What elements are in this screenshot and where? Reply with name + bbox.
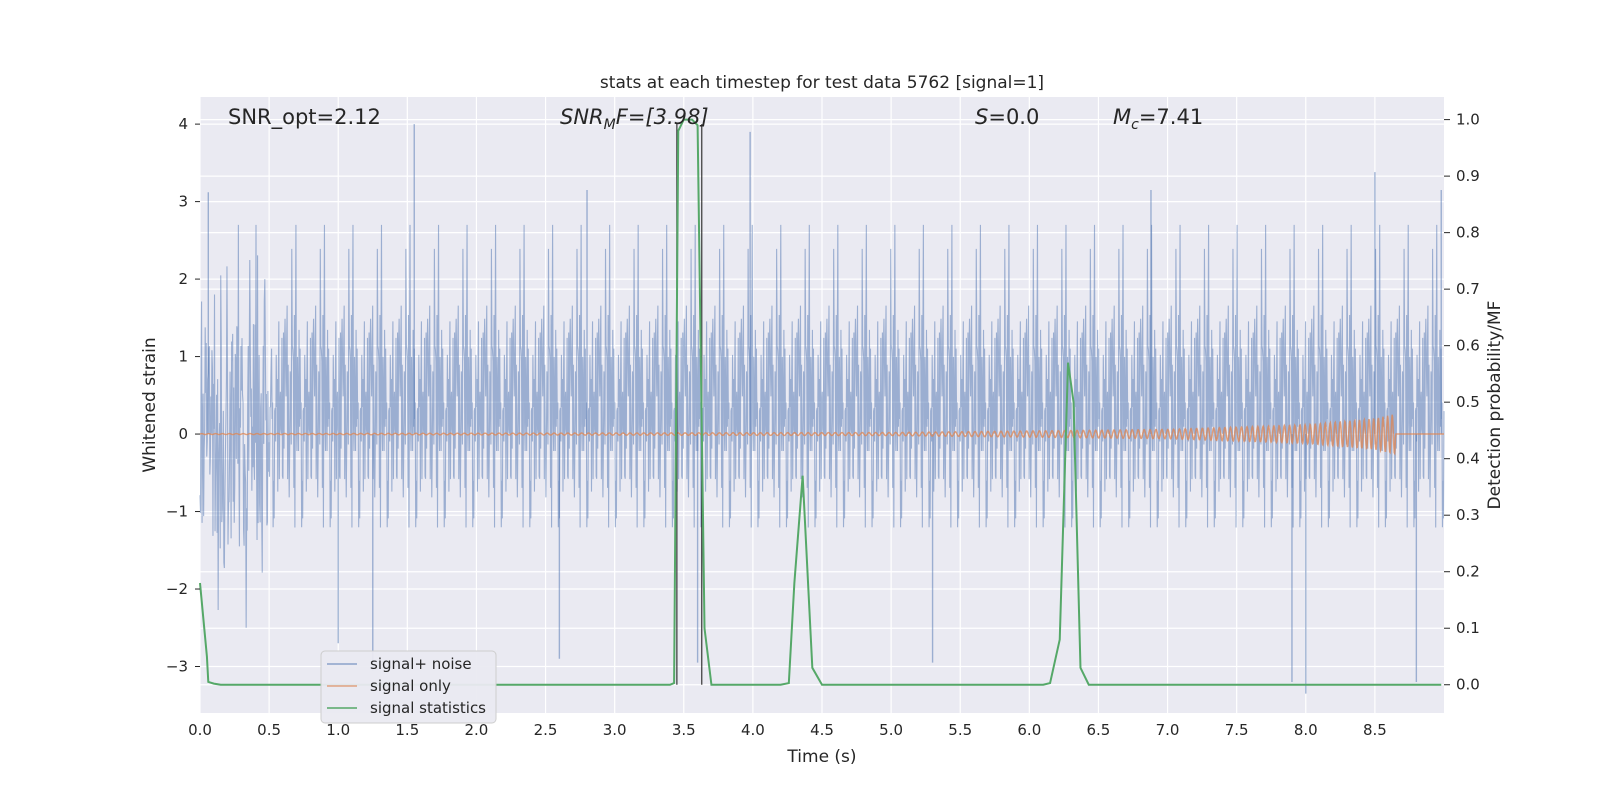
y-right-tick-labels: 1.0 0.9 0.8 0.7 0.6 0.5 0.4 0.3 0.2 0.1 0.0 (1444, 111, 1480, 694)
y-left-tick-0: 4 (178, 115, 188, 133)
x-tick-4: 2.0 (465, 721, 489, 739)
annotation-snr-mf: SNRMF=[3.98] (560, 105, 709, 133)
x-tick-14: 7.0 (1156, 721, 1180, 739)
s-rest: =0.0 (988, 105, 1039, 129)
s-italic: S (975, 105, 988, 129)
x-tick-16: 8.0 (1294, 721, 1318, 739)
noise-series (199, 124, 1445, 694)
snr-mf-rest: F=[3.98] (616, 105, 709, 129)
legend-box (320, 650, 497, 724)
y-left-tick-1: 3 (178, 193, 188, 211)
y-left-tick-5: −1 (166, 503, 188, 521)
y-left-tick-2: 2 (178, 270, 188, 288)
y-axis-label-left: Whitened strain (140, 337, 160, 472)
y-right-tick-9: 0.1 (1456, 619, 1480, 637)
x-tick-0: 0.0 (188, 721, 212, 739)
x-tick-17: 8.5 (1363, 721, 1387, 739)
legend: signal+ noise signal only signal statist… (320, 650, 497, 724)
y-left-tick-3: 1 (178, 348, 188, 366)
x-tick-labels: 0.0 0.5 1.0 1.5 2.0 2.5 3.0 3.5 4.0 4.5 5.0 5.5 6.0 6… (188, 721, 1387, 739)
snr-mf-sub: M (604, 117, 616, 133)
mc-base: M (1113, 105, 1131, 129)
y-right-tick-7: 0.3 (1456, 506, 1480, 524)
y-right-tick-2: 0.8 (1456, 224, 1480, 242)
x-tick-12: 6.0 (1017, 721, 1041, 739)
legend-label-noise: signal+ noise (370, 655, 472, 673)
annotation-mc: Mc=7.41 (1113, 105, 1203, 133)
noise-trace (199, 224, 1445, 628)
annotation-snr-opt: SNR_opt=2.12 (228, 105, 381, 130)
x-tick-1: 0.5 (257, 721, 281, 739)
snr-mf-base: SNR (560, 105, 604, 129)
mc-rest: =7.41 (1139, 105, 1203, 129)
x-tick-6: 3.0 (603, 721, 627, 739)
y-right-tick-5: 0.5 (1456, 393, 1480, 411)
legend-label-signal: signal only (370, 677, 451, 695)
x-tick-9: 4.5 (810, 721, 834, 739)
x-axis-label: Time (s) (786, 747, 856, 767)
x-tick-10: 5.0 (879, 721, 903, 739)
x-tick-7: 3.5 (672, 721, 696, 739)
y-right-tick-10: 0.0 (1456, 676, 1480, 694)
annotation-s: S=0.0 (975, 105, 1039, 129)
x-tick-5: 2.5 (534, 721, 558, 739)
x-tick-2: 1.0 (326, 721, 350, 739)
y-left-tick-4: 0 (178, 425, 188, 443)
x-tick-3: 1.5 (395, 721, 419, 739)
y-left-tick-6: −2 (166, 580, 188, 598)
y-left-tick-7: −3 (166, 658, 188, 676)
y-right-tick-8: 0.2 (1456, 563, 1480, 581)
y-right-tick-6: 0.4 (1456, 450, 1480, 468)
x-tick-11: 5.5 (948, 721, 972, 739)
y-right-tick-4: 0.6 (1456, 337, 1480, 355)
legend-label-stats: signal statistics (370, 699, 486, 717)
mc-sub: c (1131, 117, 1139, 133)
y-left-tick-labels: 4 3 2 1 0 −1 −2 −3 (166, 115, 200, 676)
y-right-tick-1: 0.9 (1456, 167, 1480, 185)
x-tick-8: 4.0 (741, 721, 765, 739)
x-tick-13: 6.5 (1087, 721, 1111, 739)
chart-title: stats at each timestep for test data 576… (600, 73, 1044, 93)
y-right-tick-3: 0.7 (1456, 280, 1480, 298)
signal-trace (199, 414, 1444, 456)
y-right-tick-0: 1.0 (1456, 111, 1480, 129)
x-tick-15: 7.5 (1225, 721, 1249, 739)
signal-series (199, 414, 1444, 456)
y-axis-label-right: Detection probability/MF (1485, 301, 1505, 510)
